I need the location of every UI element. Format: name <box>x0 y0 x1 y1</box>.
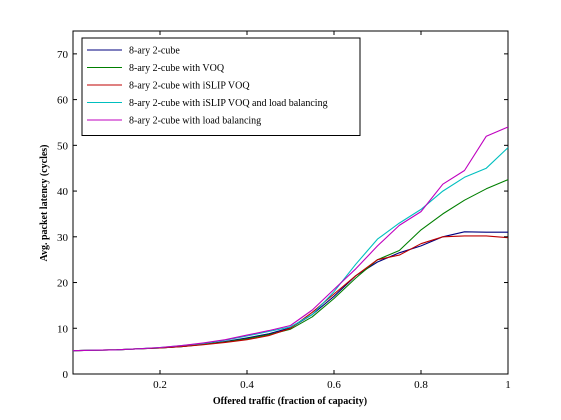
legend-label: 8-ary 2-cube with iSLIP VOQ <box>129 81 250 92</box>
y-tick-label: 50 <box>57 140 69 152</box>
series-line <box>72 126 509 352</box>
x-tick-label: 0.6 <box>327 379 341 391</box>
y-tick-label: 40 <box>57 186 69 198</box>
x-tick-label: 1 <box>505 379 511 391</box>
y-tick-label: 70 <box>57 49 69 61</box>
legend-label: 8-ary 2-cube <box>129 46 180 57</box>
legend-label: 8-ary 2-cube with load balancing <box>129 116 261 127</box>
legend-label: 8-ary 2-cube with iSLIP VOQ and load bal… <box>129 98 328 109</box>
legend: 8-ary 2-cube 8-ary 2-cube with VOQ 8-ary 2… <box>81 37 361 136</box>
y-tick-label: 30 <box>57 232 69 244</box>
x-tick-label: 0.2 <box>153 379 167 391</box>
y-tick-label: 0 <box>63 369 69 381</box>
series-layer <box>72 126 509 352</box>
x-tick-label: 0.8 <box>414 379 428 391</box>
y-tick-label: 20 <box>57 278 69 290</box>
legend-label: 8-ary 2-cube with VOQ <box>129 63 225 74</box>
x-tick-label: 0.4 <box>240 379 254 391</box>
legend-box <box>81 37 361 136</box>
y-tick-label: 60 <box>57 95 69 107</box>
x-axis-label: Offered traffic (fraction of capacity) <box>213 396 367 407</box>
y-tick-label: 10 <box>57 323 69 335</box>
y-axis-label: Avg. packet latency (cycles) <box>39 144 50 261</box>
